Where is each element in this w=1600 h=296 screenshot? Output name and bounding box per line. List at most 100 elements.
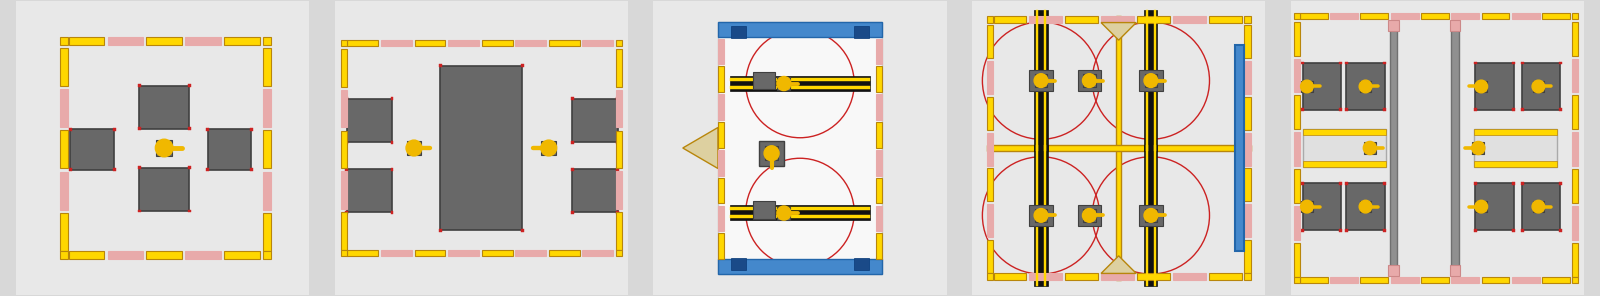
- Bar: [1294, 169, 1299, 203]
- Bar: [718, 178, 725, 203]
- Circle shape: [1533, 200, 1544, 213]
- Bar: [107, 251, 144, 259]
- Bar: [346, 141, 349, 144]
- Bar: [1382, 62, 1386, 65]
- Bar: [1347, 63, 1384, 110]
- Bar: [987, 204, 994, 237]
- Bar: [875, 94, 882, 120]
- Bar: [347, 40, 378, 46]
- Bar: [1302, 183, 1341, 230]
- Bar: [1347, 183, 1384, 230]
- Bar: [778, 207, 790, 220]
- Bar: [438, 229, 442, 231]
- Bar: [1360, 13, 1389, 19]
- Bar: [730, 76, 870, 91]
- Bar: [987, 61, 994, 94]
- Bar: [616, 97, 619, 100]
- Bar: [346, 97, 349, 100]
- Bar: [1451, 277, 1478, 283]
- Bar: [1573, 169, 1578, 203]
- Bar: [1299, 277, 1328, 283]
- Bar: [206, 128, 210, 131]
- Bar: [1146, 10, 1149, 151]
- Bar: [1173, 16, 1206, 22]
- Bar: [616, 212, 622, 250]
- Bar: [854, 26, 869, 38]
- Bar: [187, 128, 190, 131]
- Circle shape: [778, 76, 790, 91]
- Bar: [616, 250, 622, 256]
- Bar: [1173, 274, 1206, 280]
- Bar: [1043, 10, 1046, 151]
- Polygon shape: [1101, 22, 1136, 40]
- Bar: [262, 37, 270, 45]
- Bar: [1029, 274, 1062, 280]
- Bar: [69, 251, 104, 259]
- Bar: [1208, 274, 1242, 280]
- Bar: [987, 97, 994, 130]
- Bar: [731, 258, 746, 270]
- Bar: [341, 212, 347, 250]
- Bar: [1573, 132, 1578, 166]
- Bar: [616, 131, 622, 168]
- Bar: [1346, 62, 1347, 65]
- Bar: [1245, 204, 1251, 237]
- Bar: [730, 86, 870, 89]
- Bar: [147, 251, 182, 259]
- Bar: [1302, 129, 1386, 167]
- Bar: [718, 22, 882, 37]
- Bar: [1235, 46, 1245, 250]
- Bar: [1066, 16, 1098, 22]
- Bar: [1542, 13, 1570, 19]
- Bar: [1301, 62, 1304, 65]
- Bar: [61, 48, 69, 86]
- Bar: [1573, 13, 1578, 19]
- Bar: [1360, 81, 1371, 92]
- Circle shape: [1363, 141, 1376, 155]
- Bar: [1302, 129, 1386, 135]
- Bar: [1138, 16, 1170, 22]
- Bar: [1078, 205, 1101, 226]
- Bar: [1573, 277, 1578, 283]
- Bar: [262, 172, 270, 210]
- Bar: [139, 86, 189, 129]
- Bar: [1144, 145, 1157, 286]
- Bar: [1389, 25, 1397, 271]
- Bar: [1066, 274, 1098, 280]
- Bar: [1144, 10, 1157, 151]
- Bar: [549, 250, 579, 256]
- Bar: [718, 94, 725, 120]
- Bar: [1154, 10, 1157, 151]
- Bar: [262, 213, 270, 251]
- Bar: [1573, 95, 1578, 129]
- Bar: [573, 99, 618, 142]
- Bar: [1301, 229, 1304, 231]
- Bar: [987, 145, 1251, 151]
- Bar: [765, 147, 779, 160]
- Bar: [1144, 74, 1157, 87]
- Bar: [1542, 277, 1570, 283]
- Bar: [616, 168, 619, 170]
- Bar: [208, 129, 251, 170]
- Circle shape: [1301, 200, 1314, 213]
- Bar: [731, 26, 746, 38]
- Bar: [616, 141, 619, 144]
- Bar: [187, 166, 190, 169]
- Bar: [1573, 59, 1578, 92]
- Bar: [390, 141, 394, 144]
- Bar: [346, 211, 349, 214]
- Bar: [1101, 16, 1134, 22]
- Bar: [718, 259, 882, 274]
- Bar: [1382, 108, 1386, 111]
- Circle shape: [1472, 141, 1485, 155]
- Bar: [187, 210, 190, 213]
- Bar: [1154, 145, 1157, 286]
- Bar: [341, 171, 347, 209]
- Bar: [1294, 243, 1299, 277]
- Bar: [1533, 201, 1544, 213]
- Bar: [1301, 81, 1312, 92]
- Circle shape: [1301, 80, 1314, 93]
- Bar: [1474, 108, 1477, 111]
- Circle shape: [1358, 200, 1371, 213]
- Bar: [1451, 13, 1478, 19]
